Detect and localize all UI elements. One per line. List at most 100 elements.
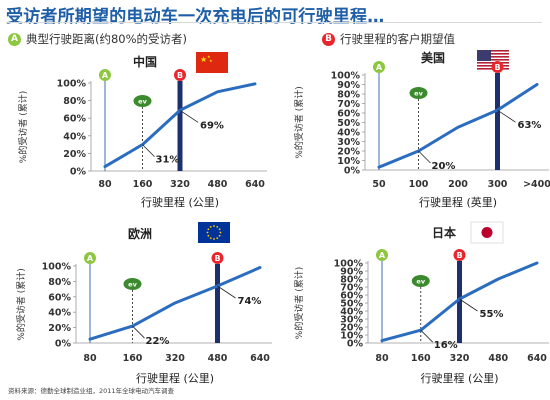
marker-a-badge [99, 69, 111, 81]
marker-a-badge [373, 61, 385, 73]
marker-a-label: A [376, 63, 383, 72]
callout-high-leader [179, 109, 199, 123]
callout-high-label: 69% [200, 120, 224, 131]
callout-high-label: 63% [518, 120, 542, 131]
flag-stripe [477, 62, 509, 64]
flag-japan-icon [470, 221, 504, 244]
x-tick-label: 50 [372, 179, 386, 190]
x-tick-label: 480 [208, 353, 228, 364]
marker-b-label: B [456, 251, 462, 260]
series-line [377, 83, 539, 169]
x-tick-label: 200 [448, 179, 468, 190]
y-tick-label: 80% [340, 275, 363, 286]
flag-star-icon [213, 225, 215, 227]
callout-low-leader [420, 329, 434, 343]
legend-a: A 典型行驶距离(约80%的受访者) [8, 31, 187, 47]
marker-b-badge [211, 252, 224, 264]
page-title: 受访者所期望的电动车一次充电后的可行驶里程… [6, 7, 385, 27]
callout-low-label: 31% [156, 155, 180, 166]
y-axis-title: %的受访者 (累计) [15, 268, 27, 340]
y-axis-title: %的受访者 (累计) [17, 91, 29, 163]
chart-title: 欧洲 [128, 226, 152, 241]
marker-a-badge [84, 252, 96, 264]
x-tick-label: 640 [245, 179, 265, 190]
flag-star-icon [209, 237, 212, 240]
y-tick-label: 40% [48, 308, 71, 319]
ev-label: ev [128, 281, 137, 289]
flag-star-icon [216, 225, 219, 228]
y-tick-label: 0% [70, 167, 87, 178]
chart-title: 日本 [432, 225, 456, 240]
ev-badge [133, 95, 152, 107]
y-tick-label: 40% [340, 307, 363, 318]
flag-china-icon: ★ ★★ [196, 52, 228, 73]
ev-label: ev [138, 98, 147, 106]
x-tick-label: 160 [133, 179, 153, 190]
y-tick-label: 60% [63, 114, 86, 125]
ev-badge [123, 278, 142, 290]
marker-a-label: A [102, 71, 109, 80]
y-tick-label: 60% [337, 109, 360, 120]
callout-low-leader [132, 325, 145, 339]
y-tick-label: 20% [48, 323, 71, 334]
y-tick-label: 50% [340, 299, 363, 310]
x-tick-label: 480 [208, 179, 228, 190]
y-tick-label: 80% [48, 277, 71, 288]
marker-b-badge [453, 249, 466, 261]
x-tick-label: 100 [409, 179, 429, 190]
flag-star-small-icon: ★ [207, 54, 211, 59]
chart-usa: 美国0%10%20%30%40%50%60%70%80%90%100%50 100… [293, 50, 550, 209]
legend-b-text: 行驶里程的客户期望值 [340, 32, 455, 46]
y-tick-label: 40% [337, 128, 360, 139]
callout-low-label: 22% [146, 336, 170, 347]
x-tick-label: 640 [527, 353, 547, 364]
x-tick-label: >400 [523, 179, 550, 190]
legend-b: B 行驶里程的客户期望值 [322, 31, 455, 47]
callout-high-leader [217, 285, 236, 299]
y-tick-label: 40% [63, 131, 86, 142]
marker-b-label: B [494, 63, 500, 72]
legend-a-badge: A [8, 32, 21, 46]
x-tick-label: 480 [488, 353, 508, 364]
flag-canton [477, 50, 491, 61]
marker-b-bar [457, 261, 462, 343]
y-tick-label: 80% [337, 90, 360, 101]
callout-low-label: 16% [434, 340, 458, 351]
x-tick-label: 320 [170, 179, 190, 190]
ev-badge [411, 275, 430, 287]
marker-a-badge [376, 249, 388, 261]
marker-b-badge [174, 69, 186, 81]
y-tick-label: 100% [42, 262, 72, 273]
y-tick-label: 20% [337, 147, 360, 158]
x-axis-title: 行驶里程 (公里) [420, 371, 498, 385]
y-tick-label: 0% [344, 166, 361, 177]
flag-star-icon [213, 238, 215, 240]
x-tick-label: 160 [411, 353, 431, 364]
marker-b-badge [491, 61, 504, 73]
flag-sun-icon [481, 227, 493, 238]
y-tick-label: 0% [347, 339, 364, 350]
x-tick-label: 80 [375, 353, 389, 364]
ev-label: ev [416, 278, 425, 286]
x-axis-title: 行驶里程 (英里) [419, 195, 497, 209]
chart-china: 中国 ★ ★★ 0% 20% 40% 60% 80% 100% 80 160 320 480 640 行驶里… [17, 52, 267, 209]
flag-star-icon [209, 225, 212, 228]
y-tick-label: 90% [337, 80, 360, 91]
chart-europe: 欧洲 0% 20% 40% 60% 80% 100% 80 160 320 480 640 行驶里程 (… [15, 222, 272, 385]
flag-star-icon [218, 228, 221, 231]
marker-b-bar [495, 73, 500, 170]
y-axis-title: %的受访者 (累计) [293, 86, 305, 158]
callout-low-leader [142, 144, 155, 157]
y-tick-label: 50% [337, 118, 360, 129]
y-tick-label: 100% [331, 71, 361, 82]
marker-b-label: B [177, 71, 183, 80]
x-tick-label: 320 [165, 353, 185, 364]
flag-star-icon [219, 231, 222, 234]
y-tick-label: 70% [340, 283, 363, 294]
flag-star-icon [218, 234, 221, 237]
title-divider [6, 22, 542, 23]
x-tick-label: 80 [98, 179, 112, 190]
marker-b-bar [215, 264, 220, 343]
ev-badge [409, 87, 428, 99]
y-tick-label: 60% [48, 292, 71, 303]
